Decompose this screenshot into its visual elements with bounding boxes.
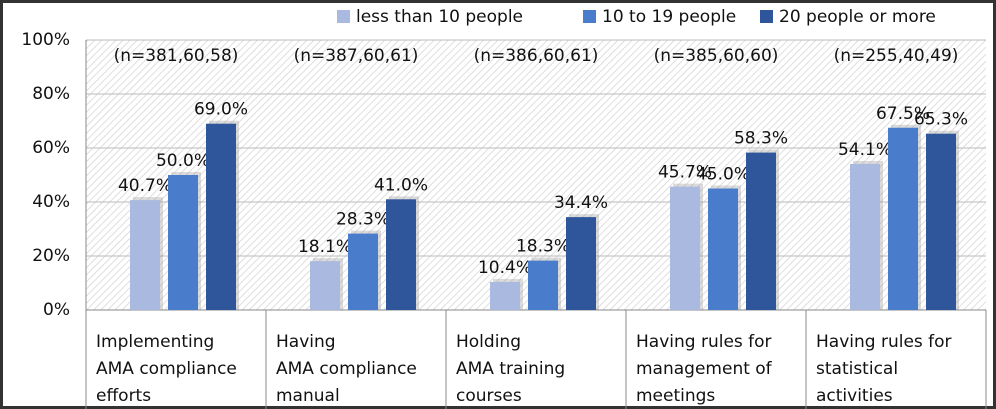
y-tick-label: 0% bbox=[43, 300, 70, 320]
bar bbox=[566, 217, 596, 310]
bar bbox=[130, 200, 160, 310]
x-tick-label: Implementing AMA compliance efforts bbox=[96, 332, 237, 406]
value-label: 45.0% bbox=[696, 165, 750, 185]
bar bbox=[746, 152, 776, 310]
value-label: 58.3% bbox=[734, 129, 788, 149]
legend-swatch bbox=[583, 10, 596, 23]
x-tick-label: Having rules for management of meetings bbox=[636, 332, 773, 406]
y-tick-label: 100% bbox=[21, 30, 70, 50]
y-tick-label: 40% bbox=[32, 192, 70, 212]
x-tick-label: Holding AMA training courses bbox=[456, 332, 565, 406]
x-tick-label: Having rules for statistical activities bbox=[816, 332, 952, 406]
value-label: 18.3% bbox=[516, 237, 570, 257]
value-label: 18.1% bbox=[298, 237, 352, 257]
bar bbox=[670, 186, 700, 310]
value-label: 54.1% bbox=[838, 140, 892, 160]
annotation: (n=385,60,60) bbox=[654, 46, 779, 66]
bar bbox=[168, 175, 198, 310]
legend-swatch bbox=[337, 10, 350, 23]
value-label: 40.7% bbox=[118, 176, 172, 196]
bar bbox=[850, 163, 880, 310]
legend-label: less than 10 people bbox=[356, 7, 523, 27]
annotation: (n=387,60,61) bbox=[294, 46, 419, 66]
legend-label: 20 people or more bbox=[779, 7, 936, 27]
value-label: 65.3% bbox=[914, 110, 968, 130]
bar bbox=[708, 188, 738, 310]
legend-label: 10 to 19 people bbox=[602, 7, 736, 27]
bar bbox=[348, 233, 378, 310]
value-label: 67.5% bbox=[876, 104, 930, 124]
bar bbox=[528, 260, 558, 310]
value-label: 69.0% bbox=[194, 100, 248, 120]
x-tick-label: Having AMA compliance manual bbox=[276, 332, 417, 406]
annotation: (n=386,60,61) bbox=[474, 46, 599, 66]
value-label: 45.7% bbox=[658, 163, 712, 183]
bar bbox=[386, 199, 416, 310]
bar bbox=[926, 133, 956, 310]
bar bbox=[206, 123, 236, 310]
value-label: 50.0% bbox=[156, 151, 210, 171]
bar bbox=[888, 127, 918, 310]
y-tick-label: 80% bbox=[32, 84, 70, 104]
bar bbox=[490, 281, 520, 310]
y-tick-label: 60% bbox=[32, 138, 70, 158]
annotation: (n=381,60,58) bbox=[114, 46, 239, 66]
annotation: (n=255,40,49) bbox=[834, 46, 959, 66]
legend-swatch bbox=[760, 10, 773, 23]
value-label: 10.4% bbox=[478, 258, 532, 278]
value-label: 28.3% bbox=[336, 210, 390, 230]
bar bbox=[310, 261, 340, 310]
y-tick-label: 20% bbox=[32, 246, 70, 266]
value-label: 41.0% bbox=[374, 175, 428, 195]
value-label: 34.4% bbox=[554, 193, 608, 213]
